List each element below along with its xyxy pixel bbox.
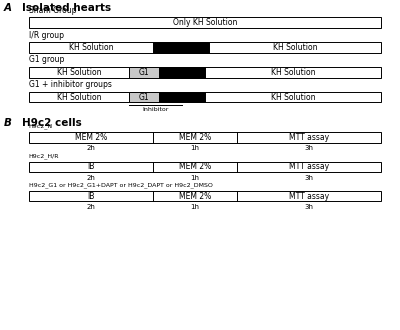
Bar [159, 67, 205, 78]
Text: KH Solution: KH Solution [270, 92, 315, 102]
Text: MTT assay: MTT assay [289, 162, 329, 172]
Text: 3h: 3h [304, 145, 313, 151]
Bar [29, 191, 381, 201]
Bar [29, 67, 381, 78]
Text: KH Solution: KH Solution [68, 43, 113, 52]
Text: G1: G1 [138, 68, 149, 77]
Text: Sham Group: Sham Group [29, 6, 76, 15]
Bar [29, 17, 381, 28]
Text: B: B [4, 118, 12, 128]
Text: G1: G1 [138, 92, 149, 102]
Bar [29, 162, 381, 172]
Text: I/R group: I/R group [29, 31, 64, 40]
Text: H9c2_G1 or H9c2_G1+DAPT or H9c2_DAPT or H9c2_DMSO: H9c2_G1 or H9c2_G1+DAPT or H9c2_DAPT or … [29, 182, 213, 188]
Text: A: A [4, 3, 12, 13]
Text: KH Solution: KH Solution [272, 43, 317, 52]
Text: 3h: 3h [304, 175, 313, 181]
Text: 1h: 1h [190, 175, 199, 181]
Bar [129, 67, 159, 78]
Text: 2h: 2h [86, 175, 95, 181]
Text: Only KH Solution: Only KH Solution [173, 18, 237, 27]
Text: KH Solution: KH Solution [56, 92, 101, 102]
Text: MEM 2%: MEM 2% [179, 191, 211, 201]
Text: MEM 2%: MEM 2% [179, 162, 211, 172]
Text: H9c2 cells: H9c2 cells [22, 118, 82, 128]
Bar [29, 132, 381, 143]
Bar [129, 92, 159, 102]
Bar [153, 42, 209, 53]
Text: 2h: 2h [86, 204, 95, 210]
Text: H9c2_H/R: H9c2_H/R [29, 153, 59, 159]
Text: G1 + inhibitor groups: G1 + inhibitor groups [29, 80, 112, 89]
Text: IB: IB [87, 191, 94, 201]
Bar [29, 42, 381, 53]
Text: H9c2_N: H9c2_N [29, 124, 53, 129]
Text: KH Solution: KH Solution [270, 68, 315, 77]
Text: Isolated hearts: Isolated hearts [22, 3, 111, 13]
Text: 3h: 3h [304, 204, 313, 210]
Text: 1h: 1h [190, 145, 199, 151]
Text: MEM 2%: MEM 2% [75, 133, 107, 142]
Text: 1h: 1h [190, 204, 199, 210]
Text: MTT assay: MTT assay [289, 133, 329, 142]
Text: 2h: 2h [86, 145, 95, 151]
Bar [29, 92, 381, 102]
Text: IB: IB [87, 162, 94, 172]
Text: Inhibitor: Inhibitor [142, 107, 168, 112]
Text: KH Solution: KH Solution [56, 68, 101, 77]
Text: MEM 2%: MEM 2% [179, 133, 211, 142]
Bar [159, 92, 205, 102]
Text: G1 group: G1 group [29, 55, 64, 64]
Text: MTT assay: MTT assay [289, 191, 329, 201]
